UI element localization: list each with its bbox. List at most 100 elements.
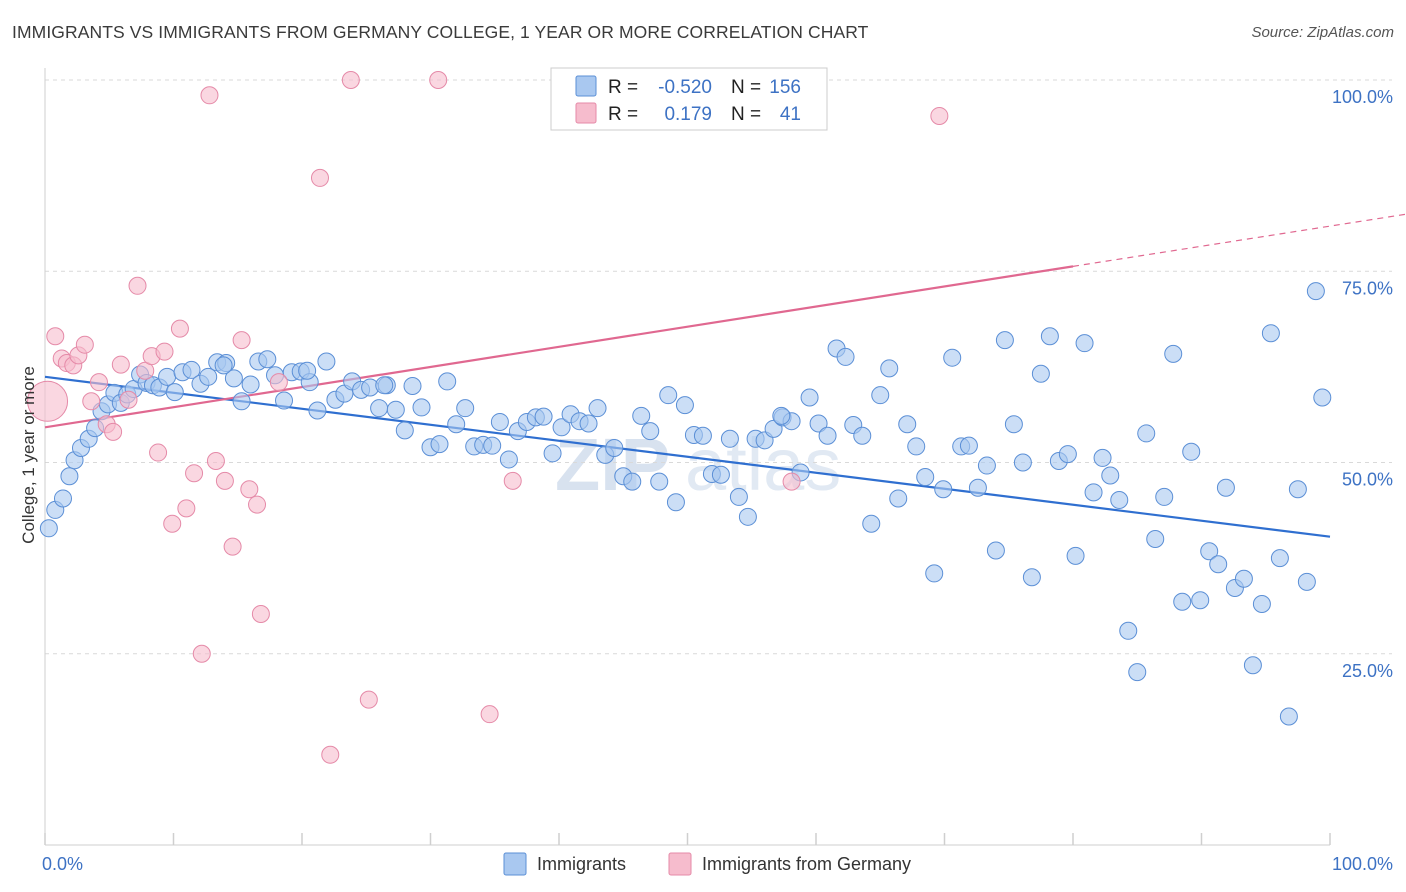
immigrants-point-152 [375, 376, 394, 395]
immigrants-point-23 [199, 367, 218, 386]
stats-box: R = -0.520 N = 156 R = 0.179 N = 41 [550, 67, 828, 131]
immigrants-point-125 [1093, 448, 1112, 467]
immigrants-point-21 [182, 360, 201, 379]
immigrants-point-102 [889, 489, 908, 508]
immigrants-point-52 [447, 415, 466, 434]
germany-point-17 [155, 342, 174, 361]
immigrants-point-130 [1137, 424, 1156, 443]
immigrants-point-58 [499, 450, 518, 469]
immigrants-point-45 [386, 400, 405, 419]
immigrants-point-0 [39, 519, 58, 538]
axes [44, 68, 1331, 846]
immigrants-point-151 [772, 406, 791, 425]
immigrants-point-126 [1101, 466, 1120, 485]
stats-n-label-blue: N = [731, 77, 761, 98]
immigrants-point-145 [1270, 549, 1289, 568]
stats-r-label-pink: R = [608, 104, 638, 125]
trend-line-immigrants [44, 375, 1331, 538]
immigrants-point-76 [659, 386, 678, 405]
immigrants-point-106 [925, 564, 944, 583]
immigrants-point-96 [836, 347, 855, 366]
immigrants-point-26 [224, 369, 243, 388]
immigrants-point-122 [1066, 546, 1085, 565]
immigrants-point-92 [800, 388, 819, 407]
immigrants-point-80 [693, 426, 712, 445]
germany-point-40 [782, 472, 801, 491]
immigrants-point-128 [1119, 621, 1138, 640]
immigrants-point-135 [1182, 442, 1201, 461]
immigrants-point-98 [853, 426, 872, 445]
germany-point-22 [192, 644, 211, 663]
germany-point-16 [149, 443, 168, 462]
germany-point-26 [223, 537, 242, 556]
immigrants-point-136 [1191, 591, 1210, 610]
germany-point-38 [503, 471, 522, 490]
immigrants-point-94 [818, 426, 837, 445]
germany-point-36 [429, 71, 448, 89]
legend-label-immigrants: Immigrants [537, 854, 626, 874]
germany-point-30 [251, 604, 270, 623]
germany-point-8 [89, 373, 108, 392]
legend-swatch-germany [668, 852, 692, 876]
germany-point-21 [185, 464, 204, 483]
immigrants-point-57 [490, 412, 509, 431]
immigrants-point-137 [1200, 542, 1219, 561]
x-tick-label-1: 100.0% [1332, 854, 1393, 874]
immigrants-point-139 [1216, 478, 1235, 497]
immigrants-point-129 [1128, 663, 1147, 682]
germany-point-28 [240, 480, 259, 499]
immigrants-point-72 [623, 472, 642, 491]
immigrants-point-70 [605, 438, 624, 457]
immigrants-point-50 [430, 435, 449, 454]
immigrants-point-116 [1013, 453, 1032, 472]
immigrants-point-100 [871, 386, 890, 405]
legend-label-germany: Immigrants from Germany [702, 854, 911, 874]
germany-point-0 [27, 380, 69, 422]
immigrants-point-77 [666, 493, 685, 512]
immigrants-point-144 [1261, 324, 1280, 343]
trend-lines [44, 213, 1406, 538]
germany-point-37 [480, 705, 499, 724]
immigrants-point-154 [214, 356, 233, 375]
germany-point-32 [310, 168, 329, 187]
immigrants-point-105 [916, 468, 935, 487]
immigrants-point-46 [395, 421, 414, 440]
immigrants-point-110 [959, 436, 978, 455]
immigrants-point-150 [1313, 388, 1332, 407]
germany-point-19 [170, 319, 189, 338]
immigrants-point-146 [1279, 707, 1298, 726]
germany-point-20 [177, 499, 196, 518]
germany-point-24 [206, 451, 225, 470]
immigrants-point-2 [53, 489, 72, 508]
immigrants-point-93 [809, 414, 828, 433]
stats-n-value-pink: 41 [780, 104, 801, 125]
immigrants-point-67 [579, 414, 598, 433]
immigrants-point-36 [308, 401, 327, 420]
stats-r-value-pink: 0.179 [664, 104, 712, 125]
stats-r-label-blue: R = [608, 77, 638, 98]
immigrants-point-74 [641, 422, 660, 441]
germany-point-11 [111, 355, 130, 374]
immigrants-point-131 [1146, 530, 1165, 548]
y-tick-label-1: 50.0% [1342, 470, 1393, 490]
immigrants-point-78 [675, 396, 694, 415]
immigrants-point-104 [907, 437, 926, 456]
immigrants-point-123 [1075, 334, 1094, 353]
grid-lines [45, 79, 1392, 655]
immigrants-point-64 [552, 418, 571, 437]
immigrants-point-147 [1288, 480, 1307, 499]
immigrants-point-75 [650, 472, 669, 491]
germany-point-7 [82, 392, 101, 411]
immigrants-point-153 [298, 361, 317, 380]
immigrants-point-47 [403, 377, 422, 395]
immigrants-point-63 [543, 444, 562, 463]
trend-line-germany [44, 265, 1074, 429]
immigrants-point-101 [880, 359, 899, 378]
immigrants-point-133 [1164, 344, 1183, 363]
source-credit: Source: ZipAtlas.com [1251, 24, 1394, 41]
immigrants-point-30 [258, 350, 277, 369]
germany-point-33 [321, 745, 340, 764]
immigrants-point-114 [995, 331, 1014, 350]
immigrants-point-148 [1297, 572, 1316, 591]
immigrants-point-84 [729, 487, 748, 506]
